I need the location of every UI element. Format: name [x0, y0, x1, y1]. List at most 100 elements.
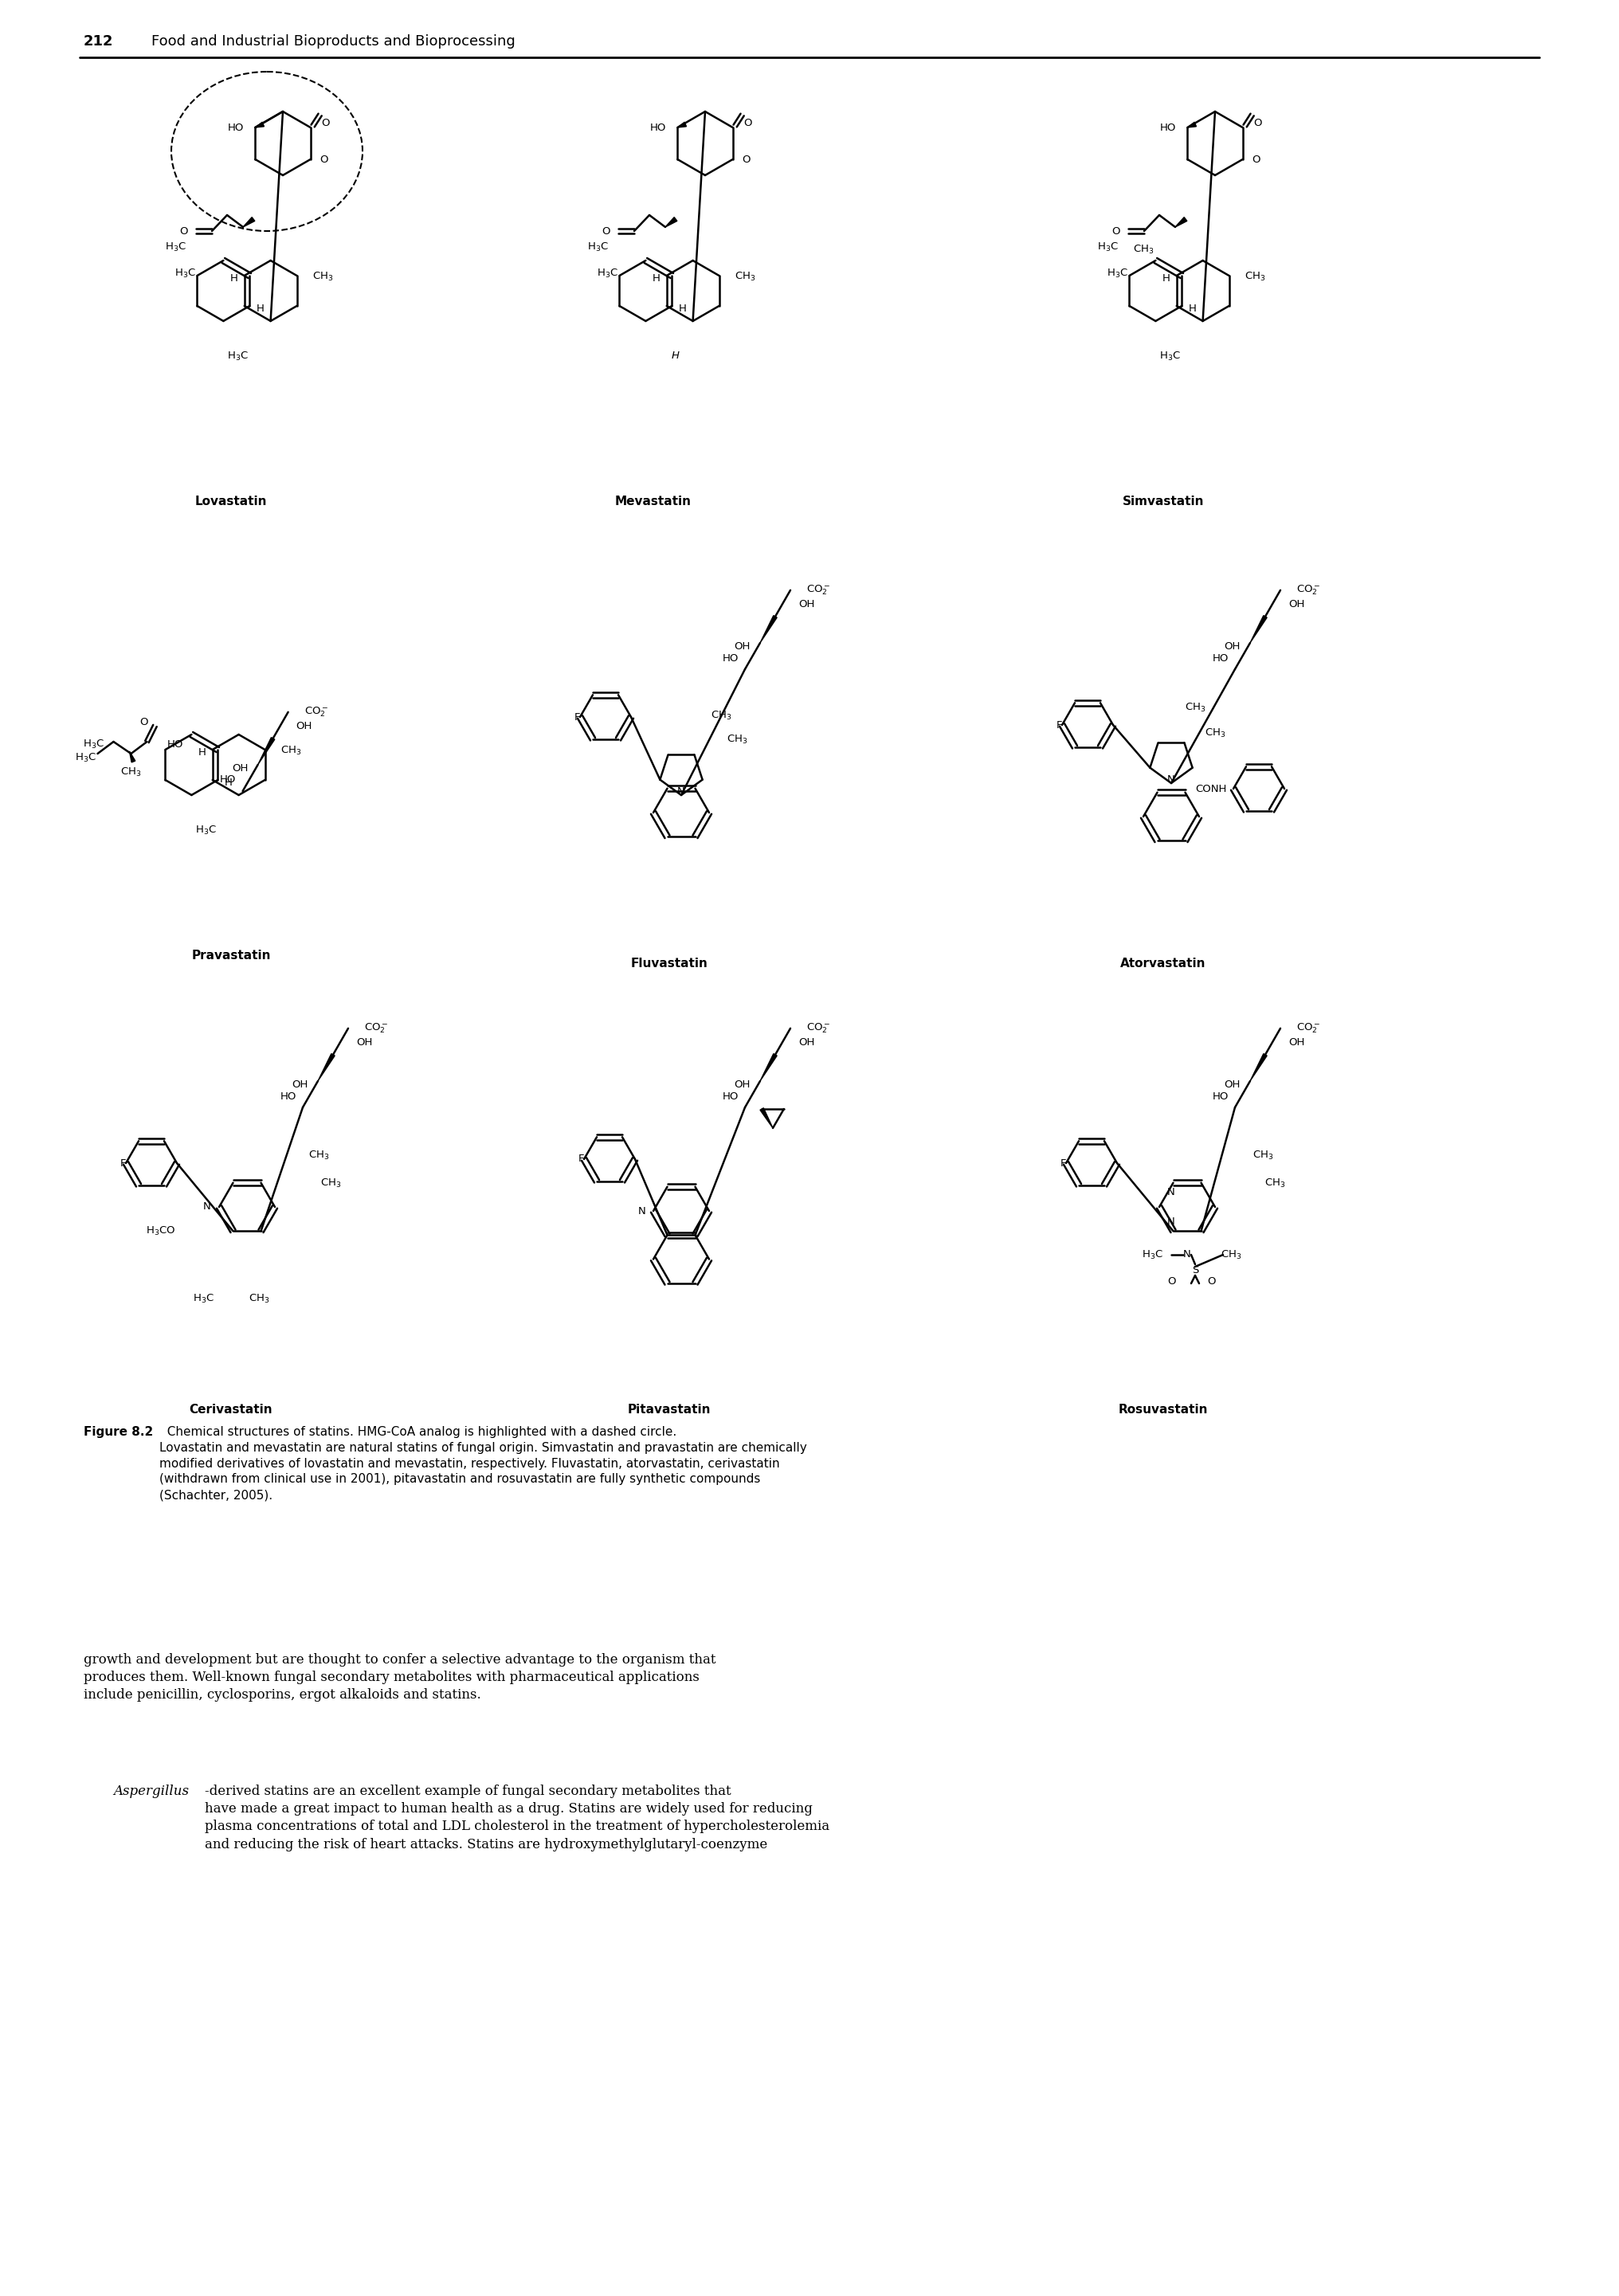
Text: Mevastatin: Mevastatin	[615, 496, 691, 507]
Text: H$_3$C: H$_3$C	[165, 241, 186, 253]
Text: O: O	[742, 154, 751, 165]
Text: CO$_2^-$: CO$_2^-$	[806, 583, 831, 597]
Text: OH: OH	[798, 599, 814, 611]
Text: OH: OH	[356, 1038, 372, 1047]
Text: H$_3$C: H$_3$C	[596, 266, 618, 280]
Text: HO: HO	[1161, 122, 1177, 133]
Text: OH: OH	[798, 1038, 814, 1047]
Text: H: H	[198, 746, 206, 758]
Text: O: O	[321, 154, 329, 165]
Text: Food and Industrial Bioproducts and Bioprocessing: Food and Industrial Bioproducts and Biop…	[152, 34, 515, 48]
Text: CO$_2^-$: CO$_2^-$	[304, 705, 329, 719]
Text: H: H	[652, 273, 661, 285]
Text: H: H	[672, 351, 680, 360]
Text: -derived statins are an excellent example of fungal secondary metabolites that
h: -derived statins are an excellent exampl…	[204, 1784, 829, 1851]
Text: N: N	[1167, 774, 1175, 785]
Text: O: O	[1112, 225, 1120, 236]
Polygon shape	[759, 1109, 772, 1127]
Polygon shape	[1175, 218, 1187, 227]
Text: H$_3$C: H$_3$C	[586, 241, 609, 253]
Text: CO$_2^-$: CO$_2^-$	[806, 1022, 831, 1035]
Polygon shape	[1187, 122, 1196, 129]
Text: HO: HO	[220, 774, 236, 785]
Text: Atorvastatin: Atorvastatin	[1120, 957, 1206, 969]
Polygon shape	[1250, 1054, 1268, 1081]
Polygon shape	[759, 615, 777, 643]
Text: HO: HO	[1213, 1091, 1229, 1102]
Text: CH$_3$: CH$_3$	[1133, 243, 1154, 255]
Text: F: F	[120, 1157, 126, 1169]
Text: OH: OH	[1224, 1079, 1240, 1091]
Text: H$_3$C: H$_3$C	[1106, 266, 1128, 280]
Text: F: F	[575, 712, 580, 723]
Polygon shape	[130, 751, 136, 762]
Polygon shape	[243, 218, 254, 227]
Text: H$_3$C: H$_3$C	[1159, 349, 1180, 363]
Polygon shape	[759, 1054, 777, 1081]
Text: CH$_3$: CH$_3$	[248, 1293, 269, 1304]
Text: HO: HO	[1213, 652, 1229, 664]
Text: H$_3$C: H$_3$C	[74, 751, 97, 765]
Text: O: O	[322, 117, 330, 129]
Text: HO: HO	[722, 1091, 738, 1102]
Text: O: O	[1251, 154, 1261, 165]
Text: O: O	[1253, 117, 1263, 129]
Text: N: N	[638, 1205, 646, 1217]
Text: OH: OH	[1289, 599, 1305, 611]
Text: F: F	[1056, 719, 1062, 730]
Text: HO: HO	[228, 122, 244, 133]
Text: 212: 212	[84, 34, 113, 48]
Text: CO$_2^-$: CO$_2^-$	[364, 1022, 389, 1035]
Text: CH$_3$: CH$_3$	[735, 271, 756, 282]
Text: CONH: CONH	[1195, 783, 1227, 794]
Text: H: H	[223, 778, 232, 788]
Text: CH$_3$: CH$_3$	[1264, 1178, 1285, 1189]
Text: H: H	[230, 273, 238, 285]
Text: H: H	[1162, 273, 1171, 285]
Text: CH$_3$: CH$_3$	[711, 709, 732, 721]
Polygon shape	[317, 1054, 335, 1081]
Text: Fluvastatin: Fluvastatin	[631, 957, 708, 969]
Text: OH: OH	[1289, 1038, 1305, 1047]
Text: N: N	[1183, 1249, 1192, 1261]
Polygon shape	[1250, 615, 1268, 643]
Text: H$_3$C: H$_3$C	[1096, 241, 1119, 253]
Text: H$_3$C: H$_3$C	[194, 824, 217, 836]
Text: Pravastatin: Pravastatin	[191, 951, 270, 962]
Text: CH$_3$: CH$_3$	[1253, 1150, 1274, 1162]
Text: HO: HO	[651, 122, 667, 133]
Text: Figure 8.2: Figure 8.2	[84, 1426, 154, 1437]
Text: CH$_3$: CH$_3$	[1205, 728, 1226, 739]
Text: CO$_2^-$: CO$_2^-$	[1297, 1022, 1321, 1035]
Text: N: N	[204, 1201, 210, 1212]
Text: OH: OH	[735, 1079, 751, 1091]
Polygon shape	[665, 218, 677, 227]
Text: H$_3$C: H$_3$C	[175, 266, 196, 280]
Text: HO: HO	[280, 1091, 296, 1102]
Text: OH: OH	[232, 765, 248, 774]
Text: H$_3$C: H$_3$C	[1141, 1249, 1164, 1261]
Text: Cerivastatin: Cerivastatin	[189, 1405, 272, 1417]
Text: CH$_3$: CH$_3$	[1221, 1249, 1242, 1261]
Text: O: O	[743, 117, 753, 129]
Text: Simvastatin: Simvastatin	[1122, 496, 1205, 507]
Text: F: F	[578, 1155, 584, 1164]
Text: H: H	[256, 303, 264, 315]
Polygon shape	[677, 122, 686, 129]
Text: CH$_3$: CH$_3$	[280, 744, 301, 755]
Text: O: O	[1167, 1277, 1175, 1288]
Text: Aspergillus: Aspergillus	[113, 1784, 189, 1798]
Text: CH$_3$: CH$_3$	[120, 767, 141, 778]
Text: HO: HO	[722, 652, 738, 664]
Text: O: O	[180, 225, 188, 236]
Text: H$_3$C: H$_3$C	[83, 737, 104, 751]
Text: OH: OH	[291, 1079, 308, 1091]
Text: F: F	[1060, 1157, 1065, 1169]
Polygon shape	[256, 122, 264, 129]
Text: OH: OH	[1224, 641, 1240, 652]
Text: O: O	[139, 716, 147, 728]
Text: growth and development but are thought to confer a selective advantage to the or: growth and development but are thought t…	[84, 1653, 716, 1701]
Text: O: O	[1206, 1277, 1216, 1288]
Text: OH: OH	[735, 641, 751, 652]
Text: Lovastatin: Lovastatin	[194, 496, 267, 507]
